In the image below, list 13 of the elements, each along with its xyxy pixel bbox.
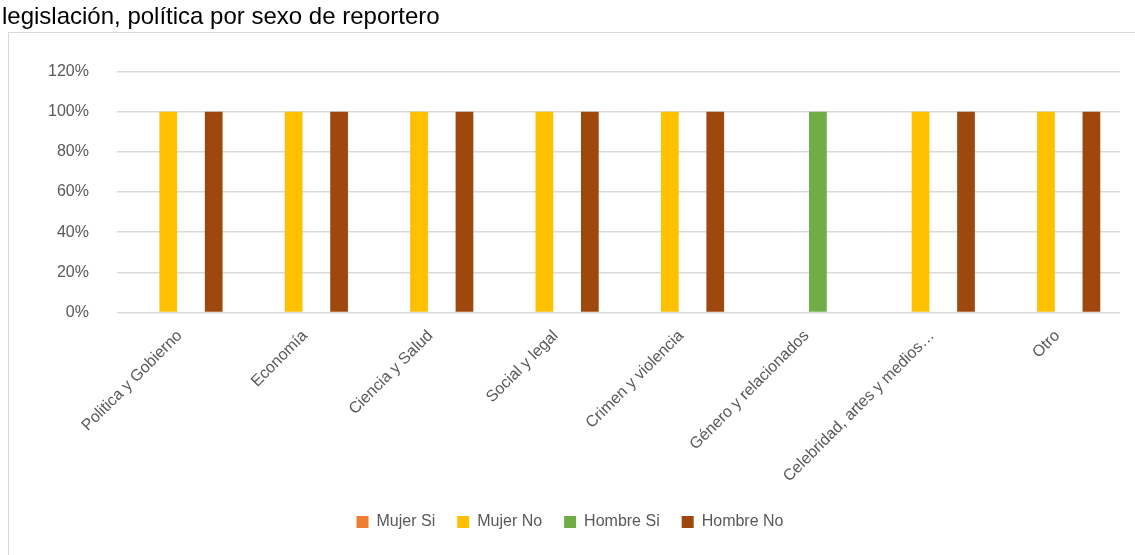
x-tick-label: Otro	[1028, 326, 1063, 361]
legend-label: Mujer No	[477, 512, 543, 530]
y-tick-label: 0%	[65, 302, 89, 320]
y-tick-label: 120%	[48, 62, 89, 80]
y-tick-label: 100%	[48, 102, 89, 120]
legend-label: Hombre No	[701, 512, 784, 530]
y-tick-label: 40%	[56, 222, 89, 240]
y-tick-label: 80%	[56, 142, 89, 160]
y-tick-label: 20%	[56, 262, 89, 280]
legend-label: Mujer Si	[376, 512, 436, 530]
legend-label: Hombre Si	[584, 512, 660, 530]
chart-title: legislación, política por sexo de reportero	[2, 2, 440, 30]
y-tick-label: 60%	[56, 182, 89, 200]
